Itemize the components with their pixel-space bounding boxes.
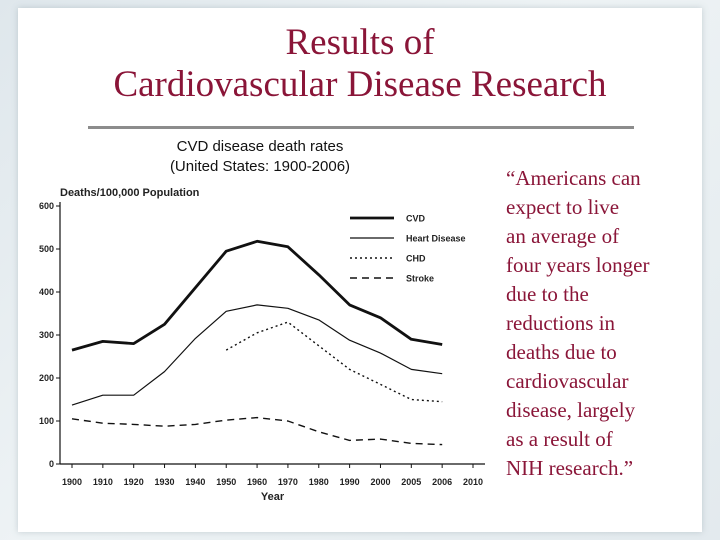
series-line-stroke bbox=[71, 416, 443, 446]
quote-line: reductions in bbox=[506, 311, 616, 335]
nih-quote: “Americans can expect to live an average… bbox=[506, 164, 706, 483]
chart-background bbox=[30, 180, 496, 516]
y-tick-label: 100 bbox=[39, 416, 54, 426]
x-tick-label: 1900 bbox=[62, 477, 82, 487]
x-tick-label: 1980 bbox=[309, 477, 329, 487]
x-tick-label: 1910 bbox=[93, 477, 113, 487]
title-divider bbox=[88, 126, 634, 129]
x-tick-label: 1930 bbox=[155, 477, 175, 487]
title-line-1: Results of bbox=[285, 22, 435, 63]
legend-label-chd: CHD bbox=[406, 254, 426, 264]
legend-label-heart-disease: Heart Disease bbox=[406, 234, 466, 244]
quote-line: deaths due to bbox=[506, 340, 617, 364]
x-tick-label: 1920 bbox=[124, 477, 144, 487]
x-tick-label: 2000 bbox=[370, 477, 390, 487]
caption-line-2: (United States: 1900-2006) bbox=[169, 158, 351, 175]
y-tick-label: 200 bbox=[39, 373, 54, 383]
title-line-2: Cardiovascular Disease Research bbox=[113, 64, 607, 105]
legend-label-cvd: CVD bbox=[406, 214, 426, 224]
x-tick-label: 2010 bbox=[463, 477, 483, 487]
x-axis-label: Year bbox=[261, 491, 285, 503]
quote-line: disease, largely bbox=[506, 398, 636, 422]
x-tick-label: 1990 bbox=[340, 477, 360, 487]
x-tick-label: 1970 bbox=[278, 477, 298, 487]
quote-line: as a result of bbox=[506, 427, 613, 451]
x-tick-label: 2005 bbox=[401, 477, 421, 487]
x-tick-label: 1940 bbox=[185, 477, 205, 487]
series-line-chd bbox=[225, 321, 443, 403]
legend-label-stroke: Stroke bbox=[406, 274, 434, 284]
caption-line-1: CVD disease death rates bbox=[176, 138, 344, 155]
y-tick-label: 500 bbox=[39, 244, 54, 254]
quote-line: “Americans can bbox=[506, 166, 641, 190]
chart-caption: CVD disease death rates (United States: … bbox=[140, 137, 380, 177]
quote-line: cardiovascular bbox=[506, 369, 629, 393]
quote-line: four years longer bbox=[506, 253, 650, 277]
series-line-heart-disease bbox=[71, 304, 443, 406]
y-tick-label: 600 bbox=[39, 201, 54, 211]
x-tick-label: 2006 bbox=[432, 477, 452, 487]
death-rate-chart: 0 100 200 300 400 500 600 1900 1910 1920 1930 1940 1… bbox=[30, 180, 496, 516]
y-axis-label: Deaths/100,000 Population bbox=[60, 187, 200, 199]
x-tick-label: 1950 bbox=[216, 477, 236, 487]
quote-line: NIH research.” bbox=[506, 456, 634, 480]
quote-line: expect to live bbox=[506, 195, 620, 219]
quote-line: due to the bbox=[506, 282, 589, 306]
quote-line: an average of bbox=[506, 224, 620, 248]
x-tick-label: 1960 bbox=[247, 477, 267, 487]
y-tick-label: 400 bbox=[39, 287, 54, 297]
series-line-cvd bbox=[71, 239, 443, 352]
y-tick-label: 0 bbox=[49, 459, 54, 469]
y-tick-label: 300 bbox=[39, 330, 54, 340]
slide-title: Results of Cardiovascular Disease Resear… bbox=[0, 22, 720, 106]
